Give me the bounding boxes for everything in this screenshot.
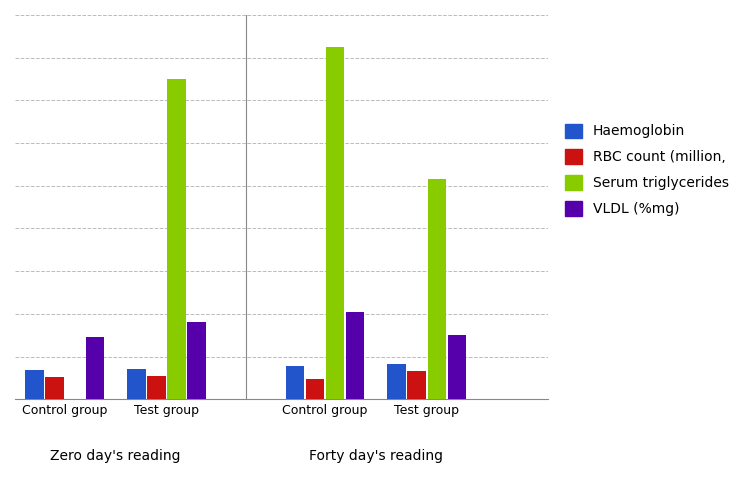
Bar <box>167 79 186 399</box>
Bar <box>306 379 324 399</box>
Bar <box>346 312 364 399</box>
Bar <box>407 371 426 399</box>
Bar <box>427 179 446 399</box>
Bar <box>147 376 166 399</box>
Bar <box>448 335 466 399</box>
Bar <box>286 366 304 399</box>
Text: Forty day's reading: Forty day's reading <box>309 449 443 463</box>
Bar <box>46 377 64 399</box>
Bar <box>387 364 406 399</box>
Bar <box>26 370 44 399</box>
Legend: Haemoglobin, RBC count (million,, Serum triglycerides, VLDL (%mg): Haemoglobin, RBC count (million,, Serum … <box>560 118 735 222</box>
Bar <box>188 322 206 399</box>
Bar <box>127 369 146 399</box>
Text: Zero day's reading: Zero day's reading <box>50 449 181 463</box>
Bar <box>326 47 344 399</box>
Bar <box>86 337 104 399</box>
